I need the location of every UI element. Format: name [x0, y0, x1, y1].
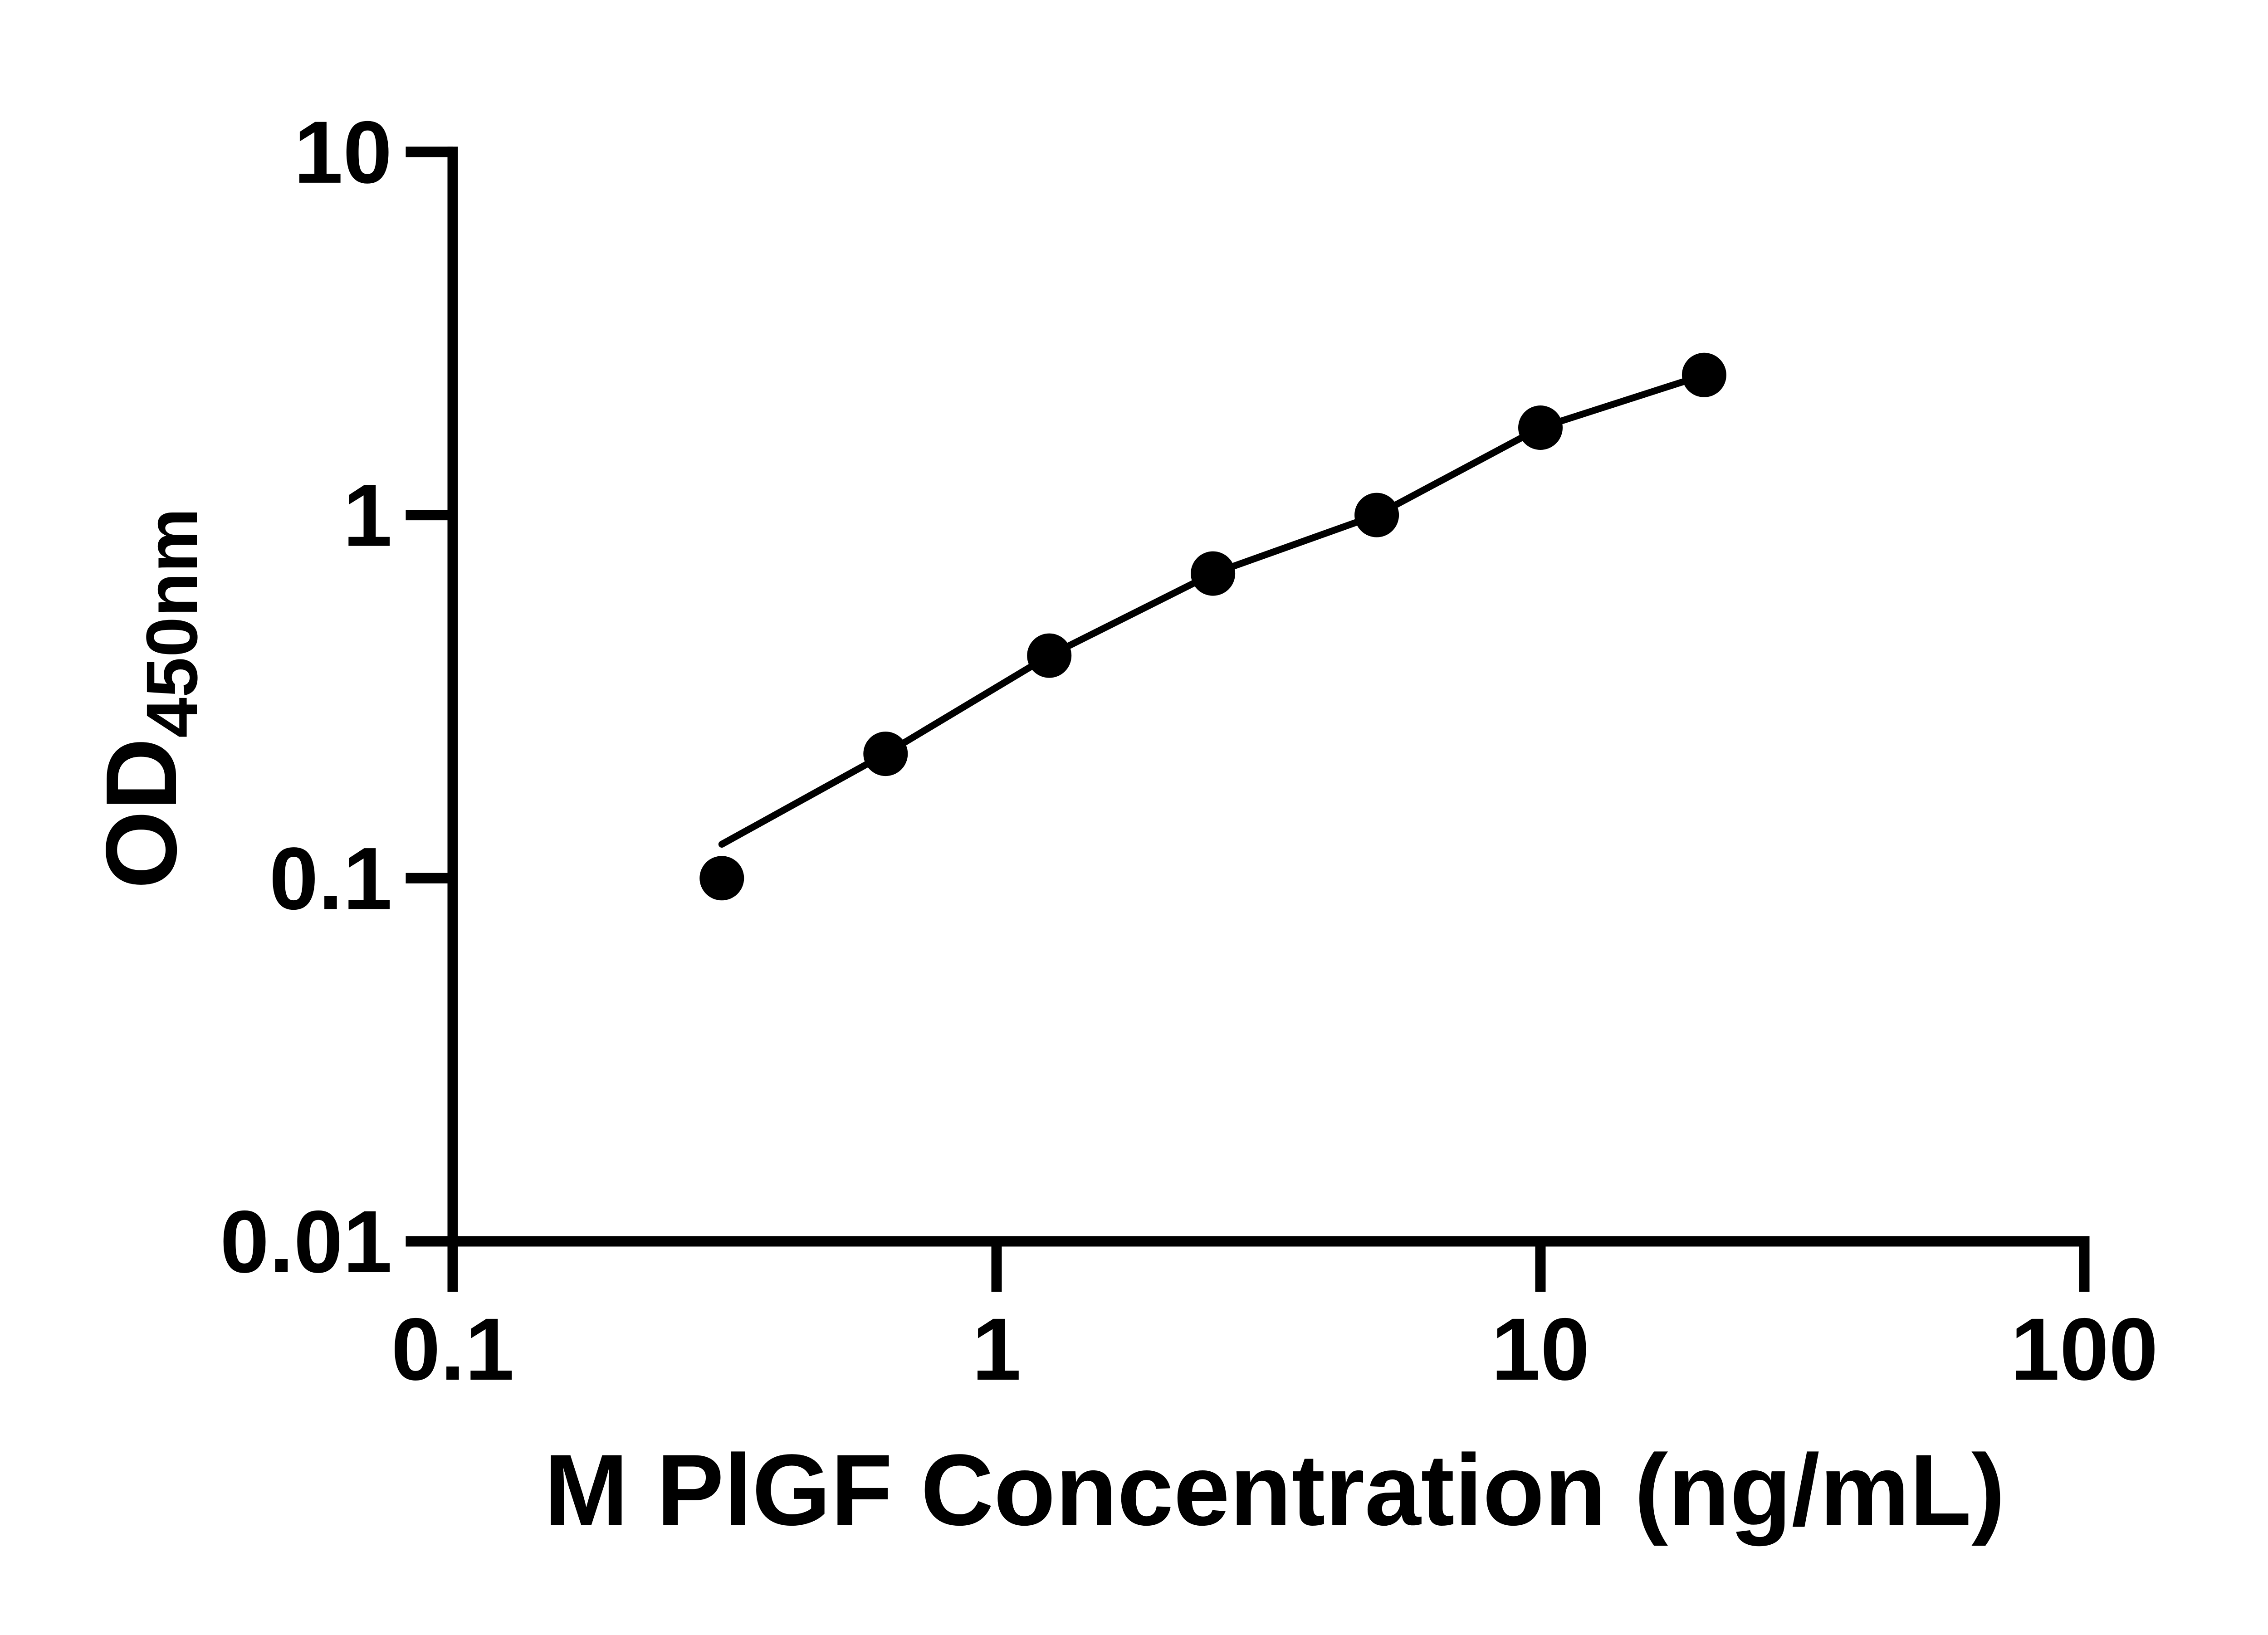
data-point-marker [863, 732, 908, 776]
y-tick-label: 0.1 [269, 829, 392, 928]
y-axis-title-main: OD [85, 738, 198, 889]
y-tick-label: 0.01 [220, 1192, 392, 1291]
standard-curve-line [718, 371, 1708, 848]
x-tick-label: 0.1 [391, 1300, 514, 1399]
tick-layer [406, 146, 2090, 1292]
x-tick-label: 100 [2010, 1300, 2158, 1399]
y-axis-title: OD450nm [85, 508, 212, 889]
x-axis-title: M PlGF Concentration (ng/mL) [544, 1434, 2005, 1547]
data-point-marker [1518, 405, 1563, 450]
axis-title-layer: M PlGF Concentration (ng/mL) OD450nm [85, 508, 2005, 1547]
y-tick-label: 10 [294, 103, 392, 202]
data-point-marker [699, 856, 744, 901]
x-tick-label: 10 [1491, 1300, 1590, 1399]
x-tick-label: 1 [972, 1300, 1021, 1399]
y-axis-title-subscript: 450nm [131, 508, 212, 738]
data-point-marker [1027, 633, 1072, 678]
data-point-marker [1354, 493, 1399, 537]
axes-layer [447, 146, 2090, 1247]
curve-layer [718, 371, 1708, 848]
y-tick-label: 1 [343, 466, 392, 565]
data-point-marker [1191, 551, 1236, 596]
data-point-marker [1681, 352, 1726, 397]
marker-layer [699, 352, 1726, 901]
